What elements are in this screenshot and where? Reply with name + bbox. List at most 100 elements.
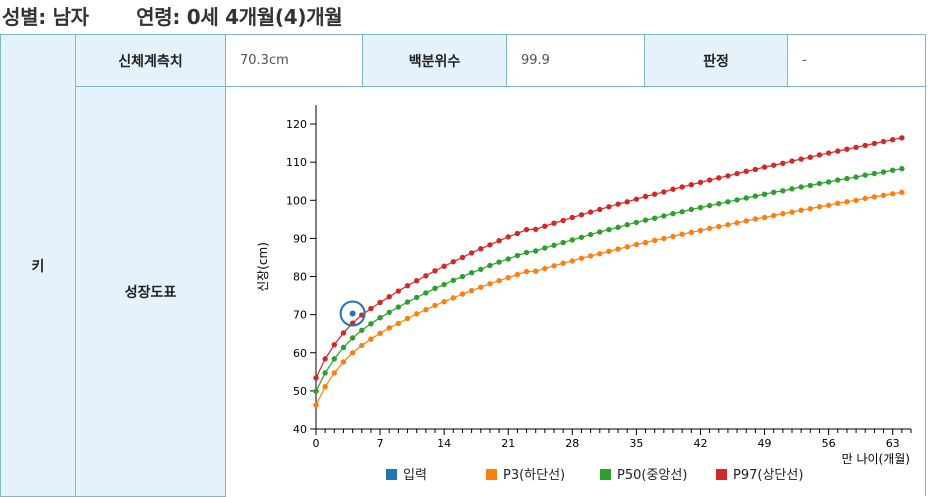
x-tick-label: 0 xyxy=(313,437,320,450)
series-point-p3 xyxy=(770,212,777,219)
series-point-p50 xyxy=(331,356,338,362)
series-point-p97 xyxy=(432,268,438,274)
y-tick-label: 90 xyxy=(293,232,307,245)
series-point-p3 xyxy=(853,197,859,203)
series-point-p3 xyxy=(752,216,759,222)
series-point-p50 xyxy=(523,249,530,256)
x-tick-label: 28 xyxy=(565,437,579,450)
series-point-p97 xyxy=(313,375,319,381)
series-point-p97 xyxy=(368,305,374,312)
series-point-p97 xyxy=(706,177,713,183)
series-point-p97 xyxy=(725,173,731,179)
series-point-p50 xyxy=(807,182,814,189)
series-point-p3 xyxy=(661,235,667,242)
y-tick-label: 40 xyxy=(293,423,307,436)
series-point-p3 xyxy=(331,370,338,376)
series-point-p97 xyxy=(825,150,832,156)
series-point-p3 xyxy=(651,237,658,244)
series-point-p50 xyxy=(706,202,713,209)
chart-cell: 40 50 60 70 80 90 100 110 120 0 7 14 21 28 35 42 49 56 63 만… xyxy=(225,87,925,497)
measure-label-cell: 신체계측치 xyxy=(75,35,225,87)
series-point-p97 xyxy=(853,144,859,151)
series-point-p3 xyxy=(441,298,447,305)
series-point-p97 xyxy=(716,175,722,181)
series-point-p50 xyxy=(542,245,548,251)
series-point-p50 xyxy=(468,270,475,276)
series-point-p97 xyxy=(743,168,749,175)
series-point-p50 xyxy=(322,370,328,376)
series-point-p97 xyxy=(560,217,566,224)
series-point-p97 xyxy=(661,189,667,195)
series-point-p50 xyxy=(780,188,786,194)
series-point-p50 xyxy=(880,169,887,175)
legend-swatch-p50 xyxy=(600,469,611,480)
series-point-p50 xyxy=(441,281,447,288)
legend-swatch-p97 xyxy=(716,469,727,480)
y-tick-label: 70 xyxy=(293,309,307,322)
age-label: 연령: xyxy=(136,5,181,29)
series-point-p97 xyxy=(377,299,383,306)
row-label: 키 xyxy=(31,258,45,275)
series-point-p97 xyxy=(752,166,759,173)
series-point-p97 xyxy=(551,220,557,226)
series-point-p3 xyxy=(340,359,347,365)
series-line-p3 xyxy=(315,191,902,406)
series-point-p50 xyxy=(679,209,685,215)
series-point-p3 xyxy=(560,260,566,266)
y-tick-label: 120 xyxy=(286,118,307,131)
series-point-p50 xyxy=(624,221,630,228)
input-point xyxy=(349,310,356,317)
series-point-p3 xyxy=(899,189,905,195)
series-point-p97 xyxy=(523,226,530,233)
judgement-label-cell: 판정 xyxy=(644,35,787,87)
series-point-p50 xyxy=(825,179,832,185)
series-point-p3 xyxy=(716,223,722,230)
series-point-p97 xyxy=(532,226,539,232)
series-point-p97 xyxy=(340,330,347,336)
series-point-p97 xyxy=(413,278,420,284)
judgement-value: - xyxy=(802,53,807,68)
series-point-p3 xyxy=(889,191,896,197)
series-point-p3 xyxy=(523,268,530,275)
series-point-p3 xyxy=(349,350,356,356)
series-point-p97 xyxy=(404,282,411,289)
legend-swatch-p3 xyxy=(486,469,497,480)
y-tick-label: 60 xyxy=(293,347,307,360)
series-point-p50 xyxy=(670,210,676,217)
series-point-p97 xyxy=(597,206,603,213)
x-tick-label: 21 xyxy=(501,437,515,450)
series-point-p3 xyxy=(450,295,457,301)
series-point-p97 xyxy=(780,160,786,167)
series-point-p97 xyxy=(441,263,447,269)
series-point-p97 xyxy=(761,164,768,170)
percentile-label: 백분위수 xyxy=(408,53,461,70)
series-point-p3 xyxy=(505,274,511,281)
series-point-p50 xyxy=(716,201,722,207)
series-point-p50 xyxy=(532,248,539,254)
series-point-p50 xyxy=(606,226,612,233)
series-point-p97 xyxy=(514,230,521,237)
series-point-p3 xyxy=(359,342,365,349)
measure-value-cell: 70.3cm xyxy=(225,35,362,87)
series-point-p3 xyxy=(377,330,383,337)
series-point-p3 xyxy=(569,258,576,264)
series-point-p50 xyxy=(450,277,457,284)
series-point-p50 xyxy=(725,199,731,205)
series-point-p50 xyxy=(798,184,804,190)
series-point-p50 xyxy=(395,304,402,310)
series-point-p3 xyxy=(734,220,740,226)
series-point-p97 xyxy=(880,138,887,145)
series-point-p50 xyxy=(734,197,740,203)
series-point-p3 xyxy=(670,233,676,240)
series-point-p3 xyxy=(496,278,502,284)
series-point-p3 xyxy=(807,205,814,212)
series-point-p97 xyxy=(670,186,676,192)
series-point-p3 xyxy=(432,302,438,309)
series-point-p3 xyxy=(816,204,823,210)
series-point-p97 xyxy=(496,237,502,244)
series-point-p3 xyxy=(743,218,749,224)
series-point-p3 xyxy=(624,244,630,250)
series-point-p50 xyxy=(587,231,594,238)
series-point-p3 xyxy=(697,227,704,234)
series-point-p50 xyxy=(633,219,640,226)
